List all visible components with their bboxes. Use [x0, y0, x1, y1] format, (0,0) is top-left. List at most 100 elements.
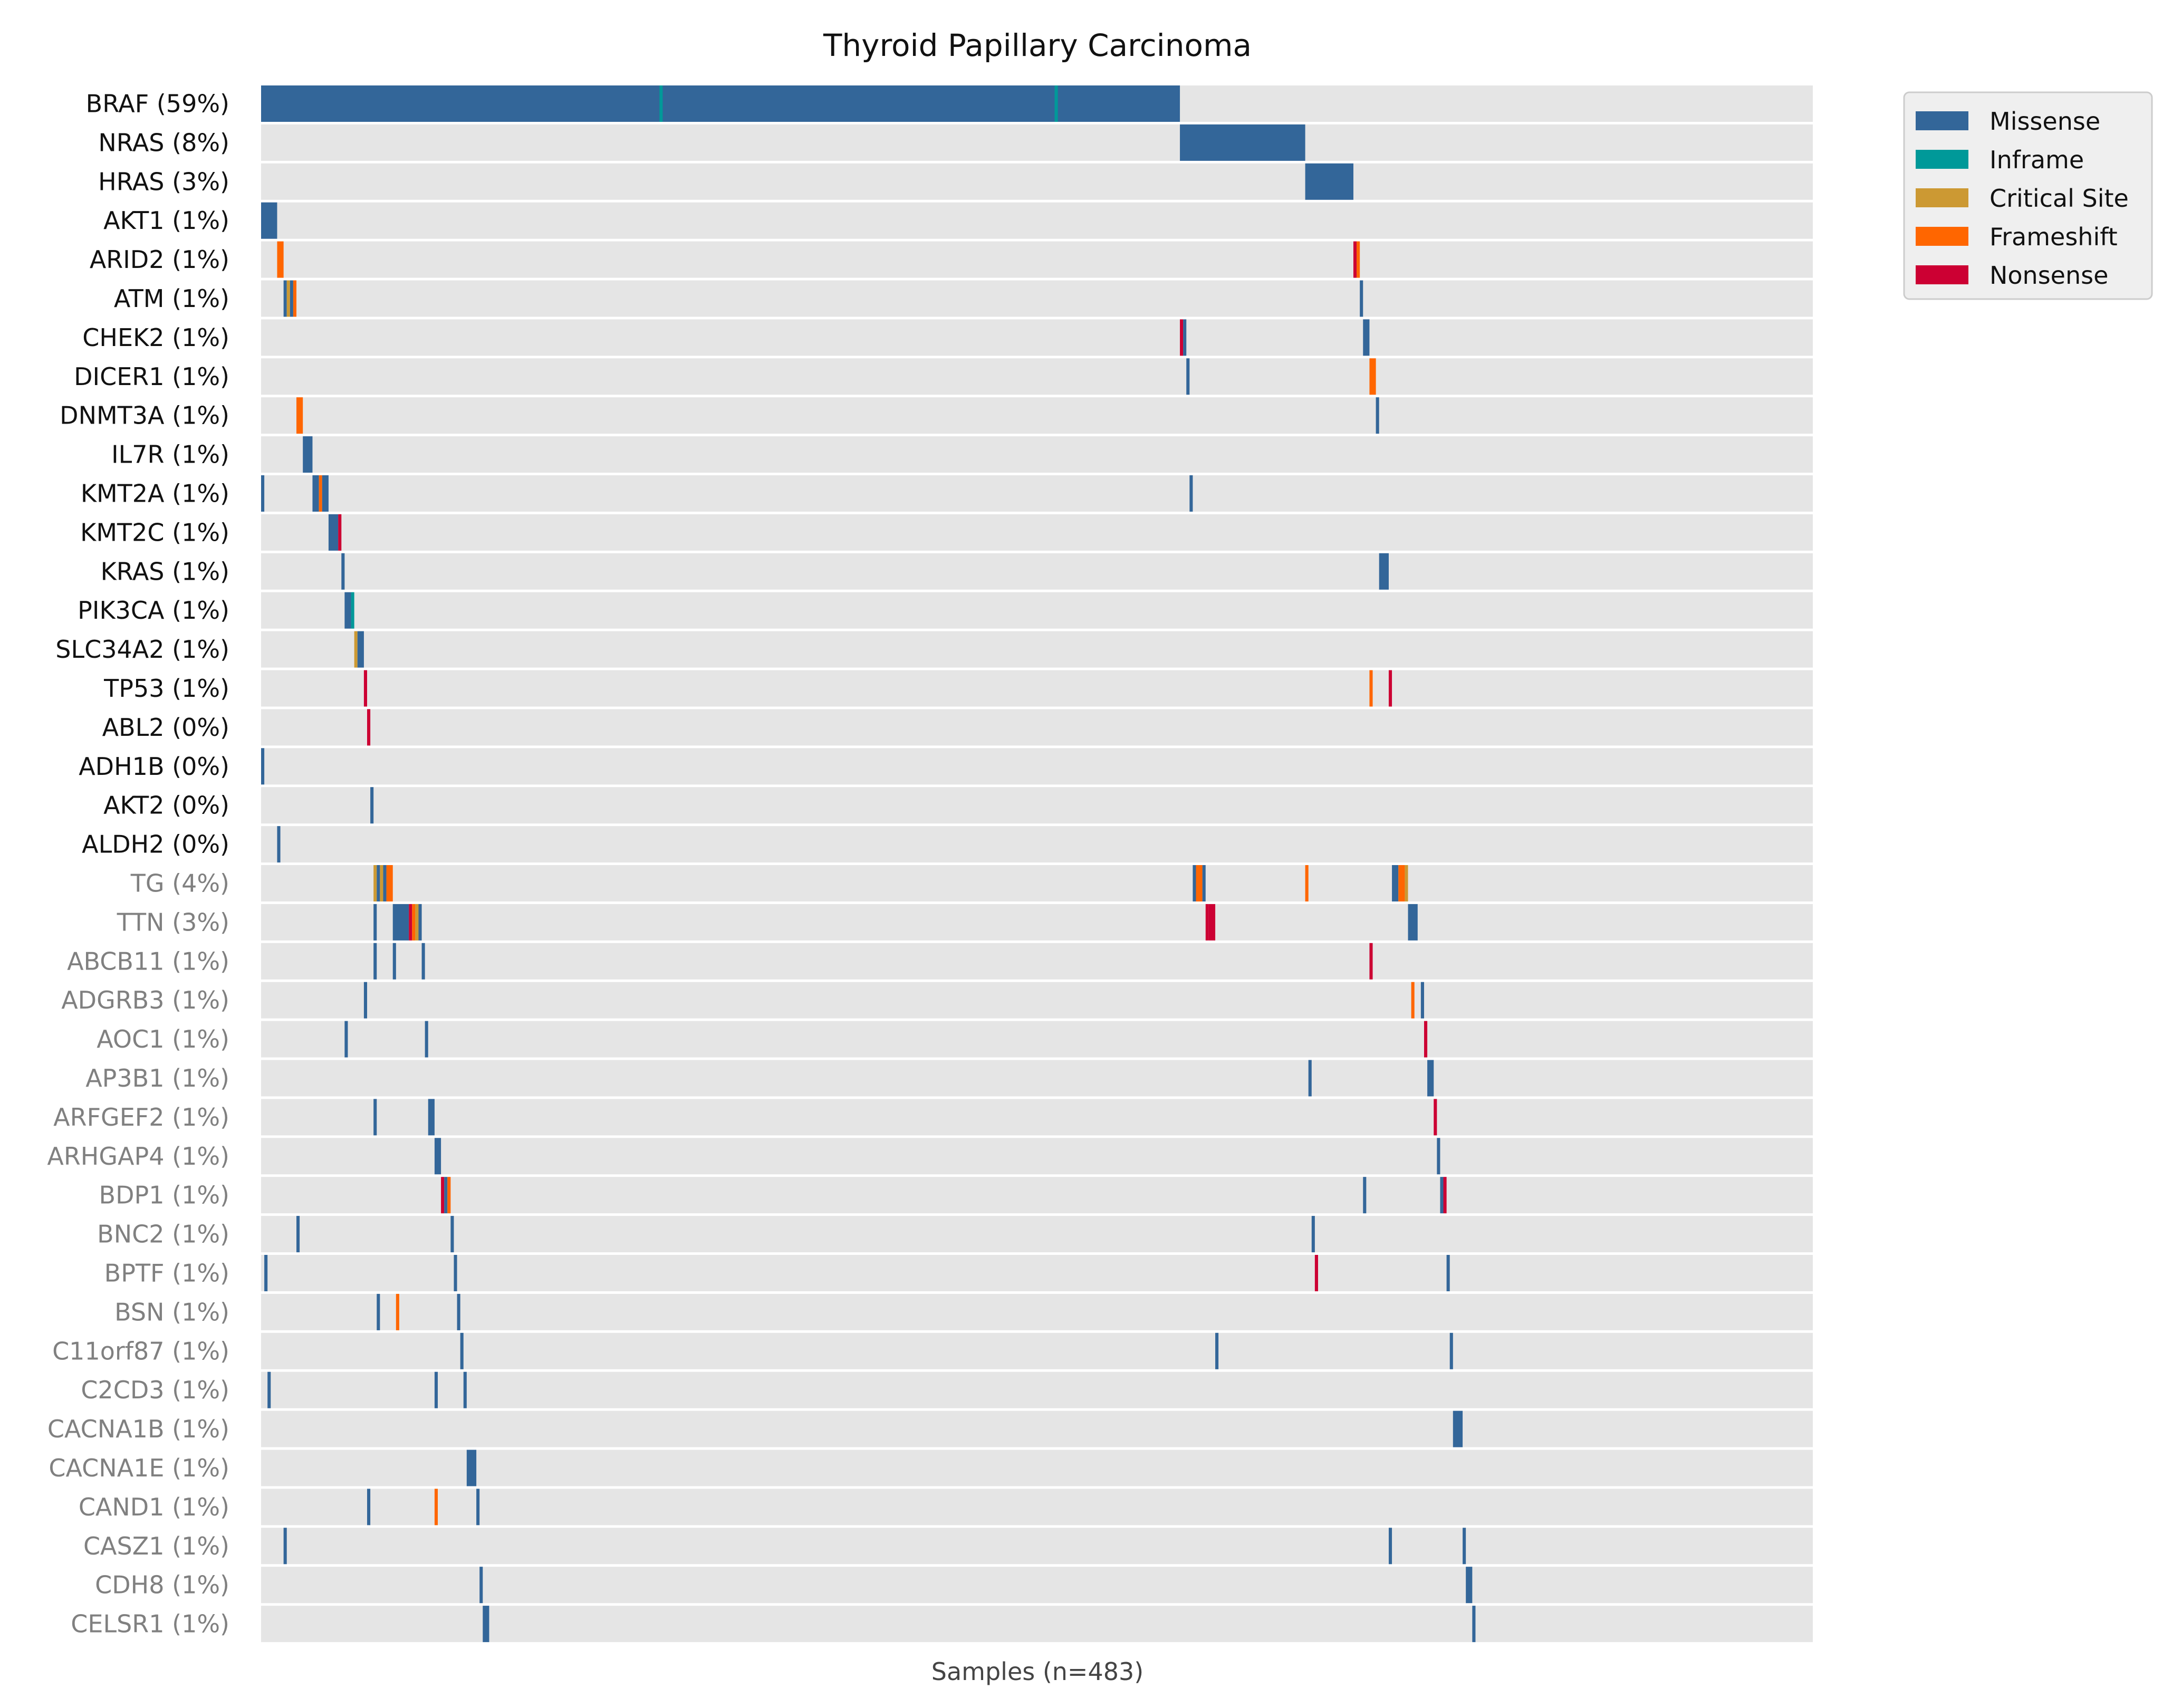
- mutation-atm-critical-site-1: [286, 280, 290, 317]
- row-bg-slc34a2: [261, 631, 1813, 668]
- mutation-tg-critical-site-0: [373, 865, 377, 901]
- row-bg-c11orf87: [261, 1332, 1813, 1369]
- gene-label-bptf: BPTF (1%): [104, 1259, 229, 1288]
- mutation-arfgef2-missense-1: [428, 1099, 435, 1136]
- gene-label-pik3ca: PIK3CA (1%): [78, 596, 229, 625]
- mutation-tg-missense-7: [1202, 865, 1206, 901]
- mutation-cand1-missense-2: [476, 1489, 480, 1525]
- mutation-dnmt3a-missense-1: [1376, 397, 1379, 434]
- mutation-ttn-missense-1: [392, 904, 409, 941]
- mutation-kras-missense-0: [341, 553, 345, 590]
- mutation-ttn-frameshift-3: [412, 904, 416, 941]
- gene-labels: BRAF (59%) NRAS (8%) HRAS (3%) AKT1 (1%) ARI…: [47, 90, 229, 1638]
- mutation-abcb11-missense-1: [392, 943, 396, 980]
- x-axis-label: Samples (n=483): [931, 1657, 1143, 1686]
- mutation-cacna1e-missense-0: [466, 1450, 477, 1486]
- row-bg-ttn: [261, 904, 1813, 941]
- row-bg-cacna1b: [261, 1410, 1813, 1447]
- row-bg-bptf: [261, 1255, 1813, 1291]
- row-bg-ap3b1: [261, 1060, 1813, 1097]
- mutation-cand1-frameshift-1: [434, 1489, 438, 1525]
- mutation-aoc1-missense-0: [344, 1021, 348, 1058]
- mutation-kmt2c-nonsense-1: [338, 514, 342, 551]
- legend-label-inframe: Inframe: [1990, 146, 2084, 174]
- legend-frame: [1903, 91, 2153, 300]
- gene-label-slc34a2: SLC34A2 (1%): [55, 635, 229, 664]
- mutation-tg-critical-site-2: [380, 865, 383, 901]
- mutation-ttn-critical-site-4: [415, 904, 419, 941]
- gene-label-dicer1: DICER1 (1%): [74, 362, 229, 391]
- mutation-c11orf87-missense-0: [460, 1332, 464, 1369]
- row-bg-pik3ca: [261, 592, 1813, 629]
- mutation-kmt2a-missense-4: [1189, 475, 1193, 512]
- gene-label-akt1: AKT1 (1%): [103, 206, 229, 235]
- mutation-il7r-missense-0: [303, 436, 313, 473]
- gene-label-cand1: CAND1 (1%): [79, 1493, 229, 1521]
- mutation-casz1-missense-1: [1388, 1528, 1392, 1565]
- mutation-bsn-frameshift-1: [396, 1293, 399, 1330]
- gene-label-kras: KRAS (1%): [101, 557, 229, 586]
- legend: Missense Inframe Critical Site Frameshift No…: [1903, 91, 2153, 300]
- mutation-aoc1-nonsense-2: [1424, 1021, 1428, 1058]
- mutation-dicer1-missense-0: [1186, 358, 1190, 395]
- mutation-pik3ca-missense-0: [344, 592, 351, 629]
- gene-label-cdh8: CDH8 (1%): [95, 1571, 229, 1599]
- mutation-arhgap4-missense-1: [1437, 1138, 1440, 1175]
- mutation-bdp1-missense-3: [1363, 1177, 1367, 1214]
- row-bg-aldh2: [261, 826, 1813, 863]
- gene-label-adh1b: ADH1B (0%): [79, 752, 229, 781]
- row-bg-arhgap4: [261, 1138, 1813, 1175]
- row-bg-tg: [261, 865, 1813, 901]
- mutation-cacna1b-missense-0: [1453, 1410, 1463, 1447]
- mutation-ttn-nonsense-2: [409, 904, 412, 941]
- mutation-ttn-missense-0: [373, 904, 377, 941]
- mutation-bptf-missense-0: [264, 1255, 268, 1291]
- gene-label-chek2: CHEK2 (1%): [82, 323, 229, 352]
- mutation-c11orf87-missense-1: [1215, 1332, 1219, 1369]
- mutation-dicer1-frameshift-1: [1369, 358, 1376, 395]
- gene-label-casz1: CASZ1 (1%): [83, 1532, 229, 1560]
- mutation-bdp1-missense-1: [444, 1177, 448, 1214]
- mutation-tp53-frameshift-1: [1369, 670, 1373, 707]
- oncoprint-grid: [261, 85, 1813, 1643]
- mutation-cdh8-missense-0: [479, 1567, 483, 1604]
- mutation-chek2-nonsense-0: [1180, 319, 1184, 356]
- row-bg-akt1: [261, 202, 1813, 239]
- mutation-bsn-missense-2: [457, 1293, 460, 1330]
- mutation-tg-missense-3: [383, 865, 387, 901]
- gene-label-ttn: TTN (3%): [117, 908, 229, 936]
- row-bg-bsn: [261, 1293, 1813, 1330]
- mutation-bsn-missense-0: [377, 1293, 380, 1330]
- gene-label-hras: HRAS (3%): [98, 167, 229, 196]
- mutation-tg-critical-site-11: [1405, 865, 1408, 901]
- row-bg-akt2: [261, 787, 1813, 824]
- gene-label-dnmt3a: DNMT3A (1%): [60, 401, 229, 430]
- row-bg-celsr1: [261, 1606, 1813, 1643]
- row-bg-casz1: [261, 1528, 1813, 1565]
- mutation-ttn-nonsense-7: [1208, 904, 1216, 941]
- gene-label-tp53: TP53 (1%): [103, 674, 229, 703]
- mutation-arid2-frameshift-2: [1357, 241, 1360, 278]
- row-bg-c2cd3: [261, 1371, 1813, 1408]
- row-bg-bdp1: [261, 1177, 1813, 1214]
- gene-label-arhgap4: ARHGAP4 (1%): [47, 1142, 229, 1170]
- gene-label-bnc2: BNC2 (1%): [97, 1220, 229, 1249]
- gene-label-celsr1: CELSR1 (1%): [71, 1610, 229, 1638]
- mutation-abcb11-nonsense-3: [1369, 943, 1373, 980]
- mutation-ttn-missense-8: [1408, 904, 1418, 941]
- mutation-kmt2a-missense-3: [322, 475, 329, 512]
- mutation-hras-missense-0: [1305, 163, 1353, 200]
- mutation-kmt2c-missense-0: [328, 514, 339, 551]
- legend-items: Missense Inframe Critical Site Frameshift No…: [1916, 107, 2129, 290]
- mutation-atm-missense-0: [283, 280, 287, 317]
- mutation-bnc2-missense-2: [1311, 1216, 1315, 1253]
- row-bg-tp53: [261, 670, 1813, 707]
- row-bg-abcb11: [261, 943, 1813, 980]
- gene-label-arid2: ARID2 (1%): [90, 245, 229, 274]
- mutation-arid2-frameshift-0: [277, 241, 284, 278]
- gene-label-bdp1: BDP1 (1%): [99, 1181, 229, 1210]
- row-bg-dnmt3a: [261, 397, 1813, 434]
- mutation-c11orf87-missense-2: [1449, 1332, 1453, 1369]
- mutation-cand1-missense-0: [367, 1489, 371, 1525]
- mutation-dnmt3a-frameshift-0: [296, 397, 303, 434]
